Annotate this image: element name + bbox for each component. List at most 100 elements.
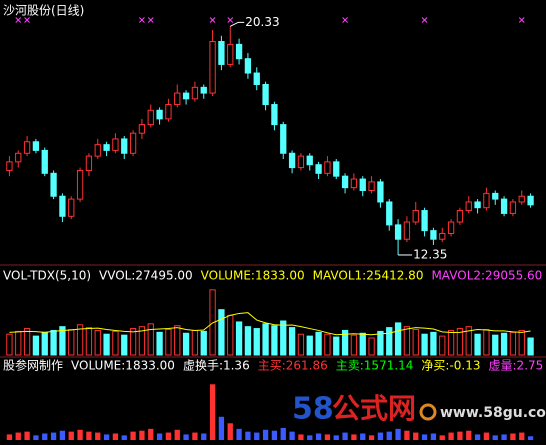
annotation: 20.33: [245, 15, 279, 29]
flow-bar: [430, 433, 437, 440]
signal-marker: [227, 17, 234, 23]
volume-bar: [50, 329, 57, 356]
volume-bar: [218, 309, 225, 356]
flow-bar: [413, 432, 419, 440]
flow-bar: [24, 431, 30, 440]
candle-body: [500, 198, 508, 214]
volume-bar: [288, 327, 296, 356]
volume-bar: [156, 331, 163, 356]
volume-bar: [68, 329, 75, 356]
candle-body: [288, 152, 296, 169]
volume-bar: [235, 321, 243, 356]
volume-bar: [439, 335, 446, 356]
volume-bar: [253, 328, 260, 356]
volume-bar: [85, 327, 93, 356]
candle-body: [174, 92, 181, 106]
volume-bar: [341, 329, 349, 356]
flow-bar: [121, 435, 127, 440]
candle-body: [59, 195, 66, 217]
legend-entry: 股参网制作: [3, 358, 63, 373]
candle-body: [465, 201, 472, 212]
flow-bar: [59, 430, 66, 440]
flow-bar: [474, 434, 481, 440]
candle-body: [386, 201, 393, 226]
volume-bar: [430, 331, 437, 356]
legend-entry: VVOL:27495.00: [99, 269, 193, 283]
flow-bar: [377, 432, 384, 440]
candle-body: [15, 152, 22, 163]
flow-bar: [33, 435, 39, 440]
volume-bar: [518, 329, 525, 356]
candle-body: [377, 181, 384, 203]
volume-bar: [112, 330, 119, 356]
candle-body: [121, 138, 128, 154]
signal-marker: [147, 17, 154, 23]
candle-body: [191, 86, 199, 100]
volume-bar: [227, 314, 234, 356]
flow-bar: [165, 432, 172, 440]
signal-stroke: [421, 17, 428, 23]
flow-bar: [6, 434, 13, 440]
signal-marker: [518, 17, 525, 23]
candle-body: [447, 221, 455, 234]
volume-bar: [456, 328, 464, 356]
volume-bar: [182, 332, 190, 356]
volume-bar: [262, 323, 269, 356]
candle-body: [527, 195, 534, 206]
candle-body: [280, 124, 287, 154]
volume-bar: [483, 329, 490, 356]
flow-bar: [519, 432, 525, 440]
flow-bar: [333, 435, 339, 440]
flow-bar: [95, 432, 101, 440]
candle-body: [68, 198, 75, 217]
candle-body: [492, 192, 499, 200]
flow-bar: [421, 434, 428, 440]
volume-bar: [465, 326, 472, 356]
flow-bar: [527, 436, 534, 440]
candle-body: [253, 72, 260, 85]
volume-bar: [138, 326, 146, 356]
flow-bar: [130, 431, 136, 440]
signal-marker: [421, 17, 428, 23]
volume-bar: [421, 333, 428, 356]
volume-bar: [350, 334, 358, 356]
flow-bar: [192, 432, 198, 440]
signal-marker: [342, 17, 348, 23]
flow-bar: [466, 430, 472, 440]
volume-bar: [474, 333, 481, 356]
candle-body: [235, 43, 243, 60]
candle-body: [85, 155, 93, 171]
candle-body: [412, 210, 419, 223]
flow-bar: [183, 434, 189, 440]
chart-title: 沙河股份(日线): [3, 4, 84, 18]
flow-bar: [510, 433, 516, 440]
volume-bar: [280, 320, 287, 356]
candle-body: [23, 141, 31, 154]
flow-bar: [227, 423, 233, 440]
candle-body: [182, 92, 190, 100]
candle-body: [341, 175, 349, 189]
signal-marker: [15, 17, 22, 23]
volume-bar: [333, 336, 340, 356]
volume-bar: [32, 335, 40, 356]
flow-bar: [201, 433, 207, 440]
candle-body: [94, 144, 101, 157]
flow-bar: [404, 430, 410, 440]
volume-bar: [509, 331, 517, 356]
volume-bar: [174, 325, 181, 356]
signal-stroke: [209, 17, 216, 23]
watermark: www.58gu.com: [440, 405, 546, 421]
candle-body: [138, 124, 146, 134]
flow-bar: [360, 433, 366, 440]
flow-bar: [298, 434, 304, 440]
signal-stroke: [15, 17, 22, 23]
volume-bar: [103, 333, 110, 356]
candle-body: [394, 224, 402, 240]
candle-body: [218, 41, 225, 65]
candle-body: [156, 109, 163, 120]
signal-stroke: [518, 17, 525, 23]
candle-body: [41, 149, 48, 174]
signal-stroke: [342, 17, 348, 23]
candle-body: [456, 210, 464, 223]
volume-bar: [94, 329, 101, 356]
